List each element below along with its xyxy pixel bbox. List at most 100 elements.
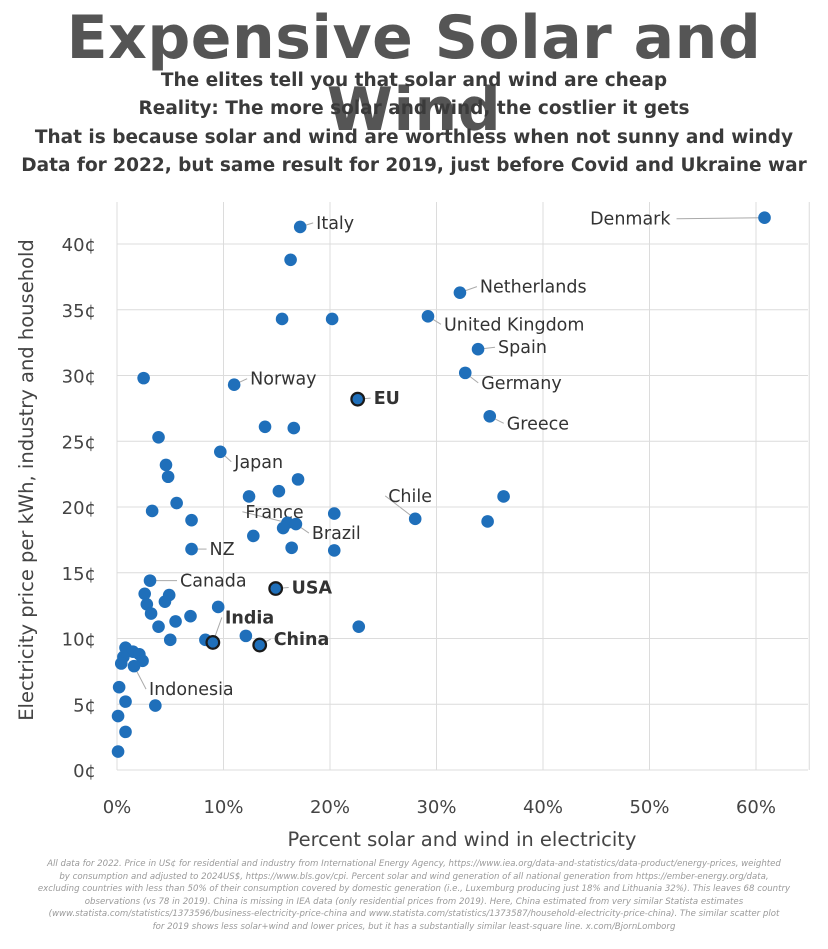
point-label-germany: Germany	[481, 374, 561, 394]
point-label-spain: Spain	[498, 338, 547, 358]
chart-title: Expensive Solar and Wind	[66, 3, 762, 145]
data-point	[272, 484, 286, 498]
point-label-nz: NZ	[210, 540, 235, 560]
subtitle-line-4: Data for 2022, but same result for 2019,…	[21, 155, 807, 176]
data-point	[149, 699, 162, 712]
data-point	[169, 615, 182, 628]
data-point-denmark	[758, 211, 771, 224]
data-point	[239, 629, 253, 643]
data-point-brazil	[289, 517, 303, 531]
data-point-greece	[483, 409, 497, 423]
data-point-italy	[293, 220, 307, 234]
data-point	[287, 421, 301, 435]
point-label-japan: Japan	[233, 453, 283, 473]
data-point-china	[252, 637, 268, 653]
footnote-line: excluding countries with less than 50% o…	[37, 884, 791, 894]
data-point	[285, 541, 298, 555]
point-label-norway: Norway	[250, 370, 316, 390]
data-point	[352, 620, 366, 633]
data-point	[170, 496, 183, 510]
point-label-eu: EU	[374, 389, 400, 409]
x-tick-label: 50%	[629, 797, 669, 818]
x-tick-label: 10%	[203, 797, 243, 818]
point-label-indonesia: Indonesia	[149, 680, 234, 700]
y-tick-label: 5¢	[73, 695, 96, 716]
data-point	[111, 745, 125, 758]
data-point	[211, 600, 225, 614]
data-point	[275, 312, 289, 326]
subtitle-line-3: That is because solar and wind are worth…	[34, 127, 794, 148]
data-point	[145, 504, 159, 518]
x-axis-title: Percent solar and wind in electricity	[288, 828, 637, 851]
point-label-united-kingdom: United Kingdom	[444, 315, 584, 335]
data-point	[184, 609, 197, 623]
data-point	[247, 529, 260, 543]
y-tick-label: 40¢	[62, 235, 96, 256]
label-leader	[676, 217, 765, 220]
data-point	[276, 521, 290, 535]
point-label-chile: Chile	[388, 487, 432, 507]
x-tick-label: 30%	[416, 797, 456, 818]
data-point	[137, 371, 150, 385]
data-point-nz	[185, 542, 198, 556]
footnote-line: observations (vs 78 in 2019). China is m…	[84, 896, 744, 907]
data-point	[119, 725, 132, 739]
y-axis-title: Electricity price per kWh, industry and …	[15, 239, 38, 721]
data-point	[291, 473, 305, 486]
x-tick-label: 40%	[523, 797, 563, 818]
y-tick-label: 15¢	[62, 564, 96, 585]
point-label-canada: Canada	[180, 572, 247, 592]
y-tick-label: 0¢	[73, 761, 96, 782]
data-point	[119, 695, 132, 708]
footnote-line: (www.statista.com/statistics/1373596/bus…	[48, 909, 780, 919]
point-label-india: India	[225, 608, 274, 628]
point-label-denmark: Denmark	[590, 210, 671, 230]
data-point-spain	[471, 342, 485, 356]
data-point-japan	[214, 445, 227, 459]
label-leader	[384, 495, 416, 520]
data-point	[185, 513, 198, 527]
point-label-china: China	[274, 630, 330, 650]
data-point	[258, 420, 272, 434]
point-label-usa: USA	[292, 579, 333, 599]
x-tick-label: 0%	[103, 797, 132, 818]
y-tick-label: 20¢	[62, 498, 96, 519]
data-point	[481, 515, 494, 528]
data-point	[242, 490, 256, 503]
data-point-united-kingdom	[421, 310, 435, 323]
data-point	[159, 458, 173, 472]
data-point-norway	[227, 378, 241, 392]
data-point	[152, 431, 165, 444]
footnote-line: for 2019 shows less solar+wind and lower…	[152, 921, 676, 932]
subtitle-line-1: The elites tell you that solar and wind …	[160, 70, 668, 91]
data-point-usa	[268, 581, 284, 596]
x-tick-label: 20%	[310, 797, 350, 818]
data-point	[111, 709, 125, 723]
data-point	[138, 587, 151, 601]
footnote: All data for 2022. Price in US¢ for resi…	[6, 858, 822, 933]
data-point	[327, 507, 341, 520]
data-point-eu	[350, 391, 366, 407]
data-point-germany	[458, 366, 472, 380]
data-point-india	[205, 635, 221, 650]
data-point	[284, 253, 297, 267]
data-point	[161, 470, 175, 484]
data-point-canada	[143, 574, 157, 587]
y-tick-label: 35¢	[62, 301, 96, 322]
point-label-italy: Italy	[316, 214, 354, 234]
y-tick-label: 25¢	[62, 432, 96, 453]
y-tick-label: 30¢	[62, 367, 96, 388]
footnote-line: All data for 2022. Price in US¢ for resi…	[47, 859, 781, 869]
data-point	[325, 312, 339, 326]
point-label-brazil: Brazil	[312, 524, 361, 544]
footnote-line: by consumption and adjusted to 2024US$, …	[59, 871, 769, 882]
data-point-netherlands	[453, 286, 467, 299]
data-point	[158, 595, 172, 608]
data-point	[327, 544, 341, 557]
y-tick-label: 10¢	[62, 630, 96, 651]
data-point	[112, 680, 126, 694]
x-tick-label: 60%	[736, 797, 776, 818]
data-point	[152, 620, 165, 633]
subtitle-line-2: Reality: The more solar and wind, the co…	[138, 98, 690, 119]
